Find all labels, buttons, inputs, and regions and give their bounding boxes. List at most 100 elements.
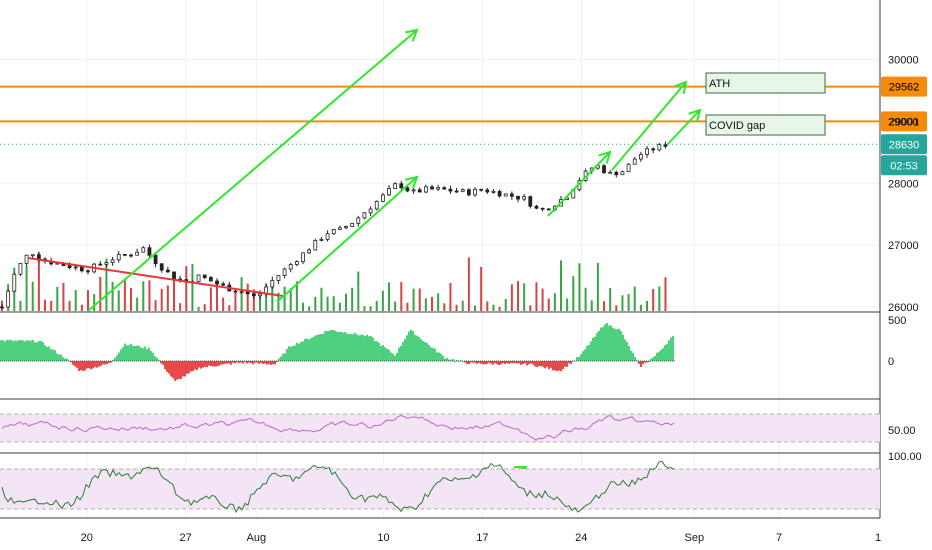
oscillator-bar <box>316 335 318 361</box>
volume-bar <box>283 286 286 311</box>
oscillator-bar <box>80 361 82 371</box>
oscillator-bar <box>336 331 338 361</box>
volume-bar <box>259 296 262 311</box>
volume-bar <box>326 296 329 311</box>
volume-bar <box>400 281 403 311</box>
oscillator-bar <box>194 361 196 370</box>
volume-bar <box>443 303 446 311</box>
volume-bar <box>553 293 556 311</box>
volume-bar <box>74 290 77 311</box>
oscillator-bar <box>530 361 532 364</box>
time-axis-tick-label: 17 <box>476 532 488 544</box>
time-axis-tick-label: Sep <box>685 532 705 544</box>
volume-bar <box>111 281 114 311</box>
volume-bar <box>467 257 470 311</box>
volume-bar <box>646 301 649 311</box>
last-price-tag <box>881 134 927 155</box>
candle-body <box>380 194 385 202</box>
candle-body <box>122 253 127 256</box>
volume-bar <box>412 288 415 311</box>
oscillator-bar <box>412 331 414 361</box>
oscillator-bar <box>468 361 470 365</box>
oscillator-bar <box>518 361 520 364</box>
oscillator-bar <box>198 361 200 368</box>
oscillator-bar <box>592 337 594 361</box>
oscillator-bar <box>596 332 598 361</box>
oscillator-bar <box>516 361 518 364</box>
oscillator-bar <box>610 325 612 361</box>
volume-bar <box>603 301 606 311</box>
oscillator-bar <box>260 361 262 363</box>
oscillator-bar <box>242 361 244 364</box>
volume-bar <box>87 290 90 311</box>
oscillator-bar <box>476 361 478 364</box>
oscillator-bar <box>64 358 66 361</box>
candle-body <box>202 274 207 278</box>
oscillator-bar <box>84 361 86 371</box>
oscillator-bar <box>246 361 248 364</box>
candle-body <box>460 189 465 192</box>
volume-bar <box>19 300 22 311</box>
oscillator-bar <box>576 357 578 361</box>
volume-bar <box>424 298 427 311</box>
oscillator-bar <box>244 361 246 363</box>
covid-gap-annotation-box <box>705 114 826 136</box>
oscillator-bar <box>314 335 316 361</box>
oscillator-bar <box>508 361 510 364</box>
candle-body <box>221 283 226 286</box>
projection-arrowhead <box>405 28 419 42</box>
oscillator-bar <box>568 361 570 364</box>
oscillator-bar <box>184 361 186 377</box>
ath-annotation-box <box>705 72 826 94</box>
oscillator-bar <box>216 361 218 367</box>
candle-body <box>466 189 471 196</box>
oscillator-bar <box>588 344 590 361</box>
volume-bar <box>271 285 274 311</box>
projection-arrowhead <box>598 150 612 164</box>
volume-bar <box>228 305 231 311</box>
volume-bar <box>621 295 624 311</box>
oscillator-bar <box>418 336 420 361</box>
oscillator-bar <box>428 344 430 361</box>
oscillator-bar <box>350 333 352 361</box>
oscillator-bar <box>88 361 90 369</box>
oscillator-bar <box>594 336 596 361</box>
volume-bar <box>222 297 225 311</box>
oscillator-bar <box>668 340 670 361</box>
volume-bar <box>142 281 145 311</box>
oscillator-bar <box>188 361 190 374</box>
candle-body <box>6 290 11 308</box>
candle-body <box>12 273 17 292</box>
oscillator-bar <box>138 345 140 361</box>
oscillator-bar <box>214 361 216 367</box>
candle-body <box>172 271 176 280</box>
candle-body <box>448 188 453 192</box>
oscillator-bar <box>370 335 372 361</box>
volume-bar <box>93 294 96 311</box>
oscillator-bar <box>630 350 632 361</box>
oscillator-bar <box>110 361 112 363</box>
oscillator-bar <box>614 328 616 361</box>
oscillator-bar <box>544 361 546 369</box>
oscillator-bar <box>86 361 88 369</box>
oscillator-bar <box>220 361 222 365</box>
oscillator-bar <box>366 334 368 361</box>
last-price-label: 28630 <box>889 139 920 151</box>
volume-bar <box>191 264 194 311</box>
candle-body <box>104 262 109 265</box>
time-axis-tick-label: 10 <box>377 532 389 544</box>
oscillator-bar <box>160 361 162 364</box>
oscillator-bar <box>656 352 658 361</box>
oscillator-bar <box>642 361 644 365</box>
oscillator-bar <box>120 349 122 361</box>
oscillator-bar <box>312 337 314 361</box>
oscillator-bar <box>590 341 592 361</box>
oscillator-bar <box>30 340 32 361</box>
oscillator-bar <box>294 345 296 361</box>
oscillator-bar <box>126 345 128 361</box>
oscillator-bar <box>208 361 210 366</box>
volume-bar <box>572 276 575 311</box>
oscillator-bar <box>404 339 406 361</box>
projection-arrowhead <box>405 175 419 189</box>
